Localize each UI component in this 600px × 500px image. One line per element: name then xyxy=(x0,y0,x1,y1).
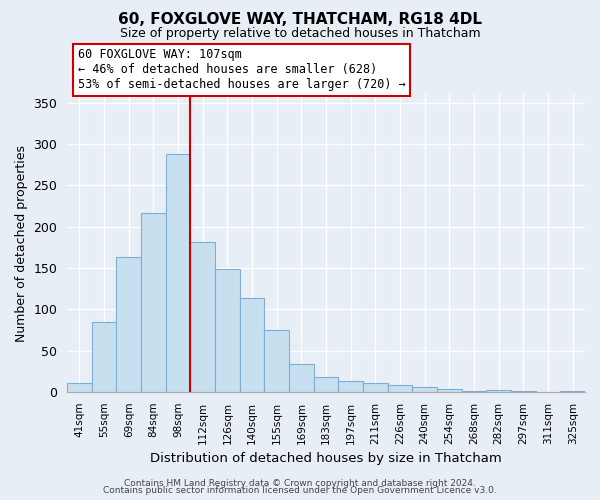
Bar xyxy=(462,391,487,392)
Bar xyxy=(338,381,363,392)
Bar xyxy=(314,377,338,392)
Bar xyxy=(92,322,116,392)
Y-axis label: Number of detached properties: Number of detached properties xyxy=(15,144,28,342)
Bar xyxy=(240,298,265,392)
Bar xyxy=(363,382,388,392)
Bar xyxy=(511,391,536,392)
Bar xyxy=(67,382,92,392)
Bar xyxy=(289,364,314,392)
Text: 60 FOXGLOVE WAY: 107sqm
← 46% of detached houses are smaller (628)
53% of semi-d: 60 FOXGLOVE WAY: 107sqm ← 46% of detache… xyxy=(77,48,405,92)
Bar xyxy=(437,390,462,392)
Bar xyxy=(166,154,190,392)
Bar xyxy=(412,387,437,392)
X-axis label: Distribution of detached houses by size in Thatcham: Distribution of detached houses by size … xyxy=(150,452,502,465)
Text: Contains HM Land Registry data © Crown copyright and database right 2024.: Contains HM Land Registry data © Crown c… xyxy=(124,478,476,488)
Bar xyxy=(265,330,289,392)
Bar xyxy=(388,385,412,392)
Bar xyxy=(116,257,141,392)
Bar xyxy=(190,242,215,392)
Text: Size of property relative to detached houses in Thatcham: Size of property relative to detached ho… xyxy=(119,28,481,40)
Bar xyxy=(560,391,585,392)
Bar xyxy=(487,390,511,392)
Bar xyxy=(215,268,240,392)
Bar xyxy=(141,214,166,392)
Text: 60, FOXGLOVE WAY, THATCHAM, RG18 4DL: 60, FOXGLOVE WAY, THATCHAM, RG18 4DL xyxy=(118,12,482,28)
Text: Contains public sector information licensed under the Open Government Licence v3: Contains public sector information licen… xyxy=(103,486,497,495)
